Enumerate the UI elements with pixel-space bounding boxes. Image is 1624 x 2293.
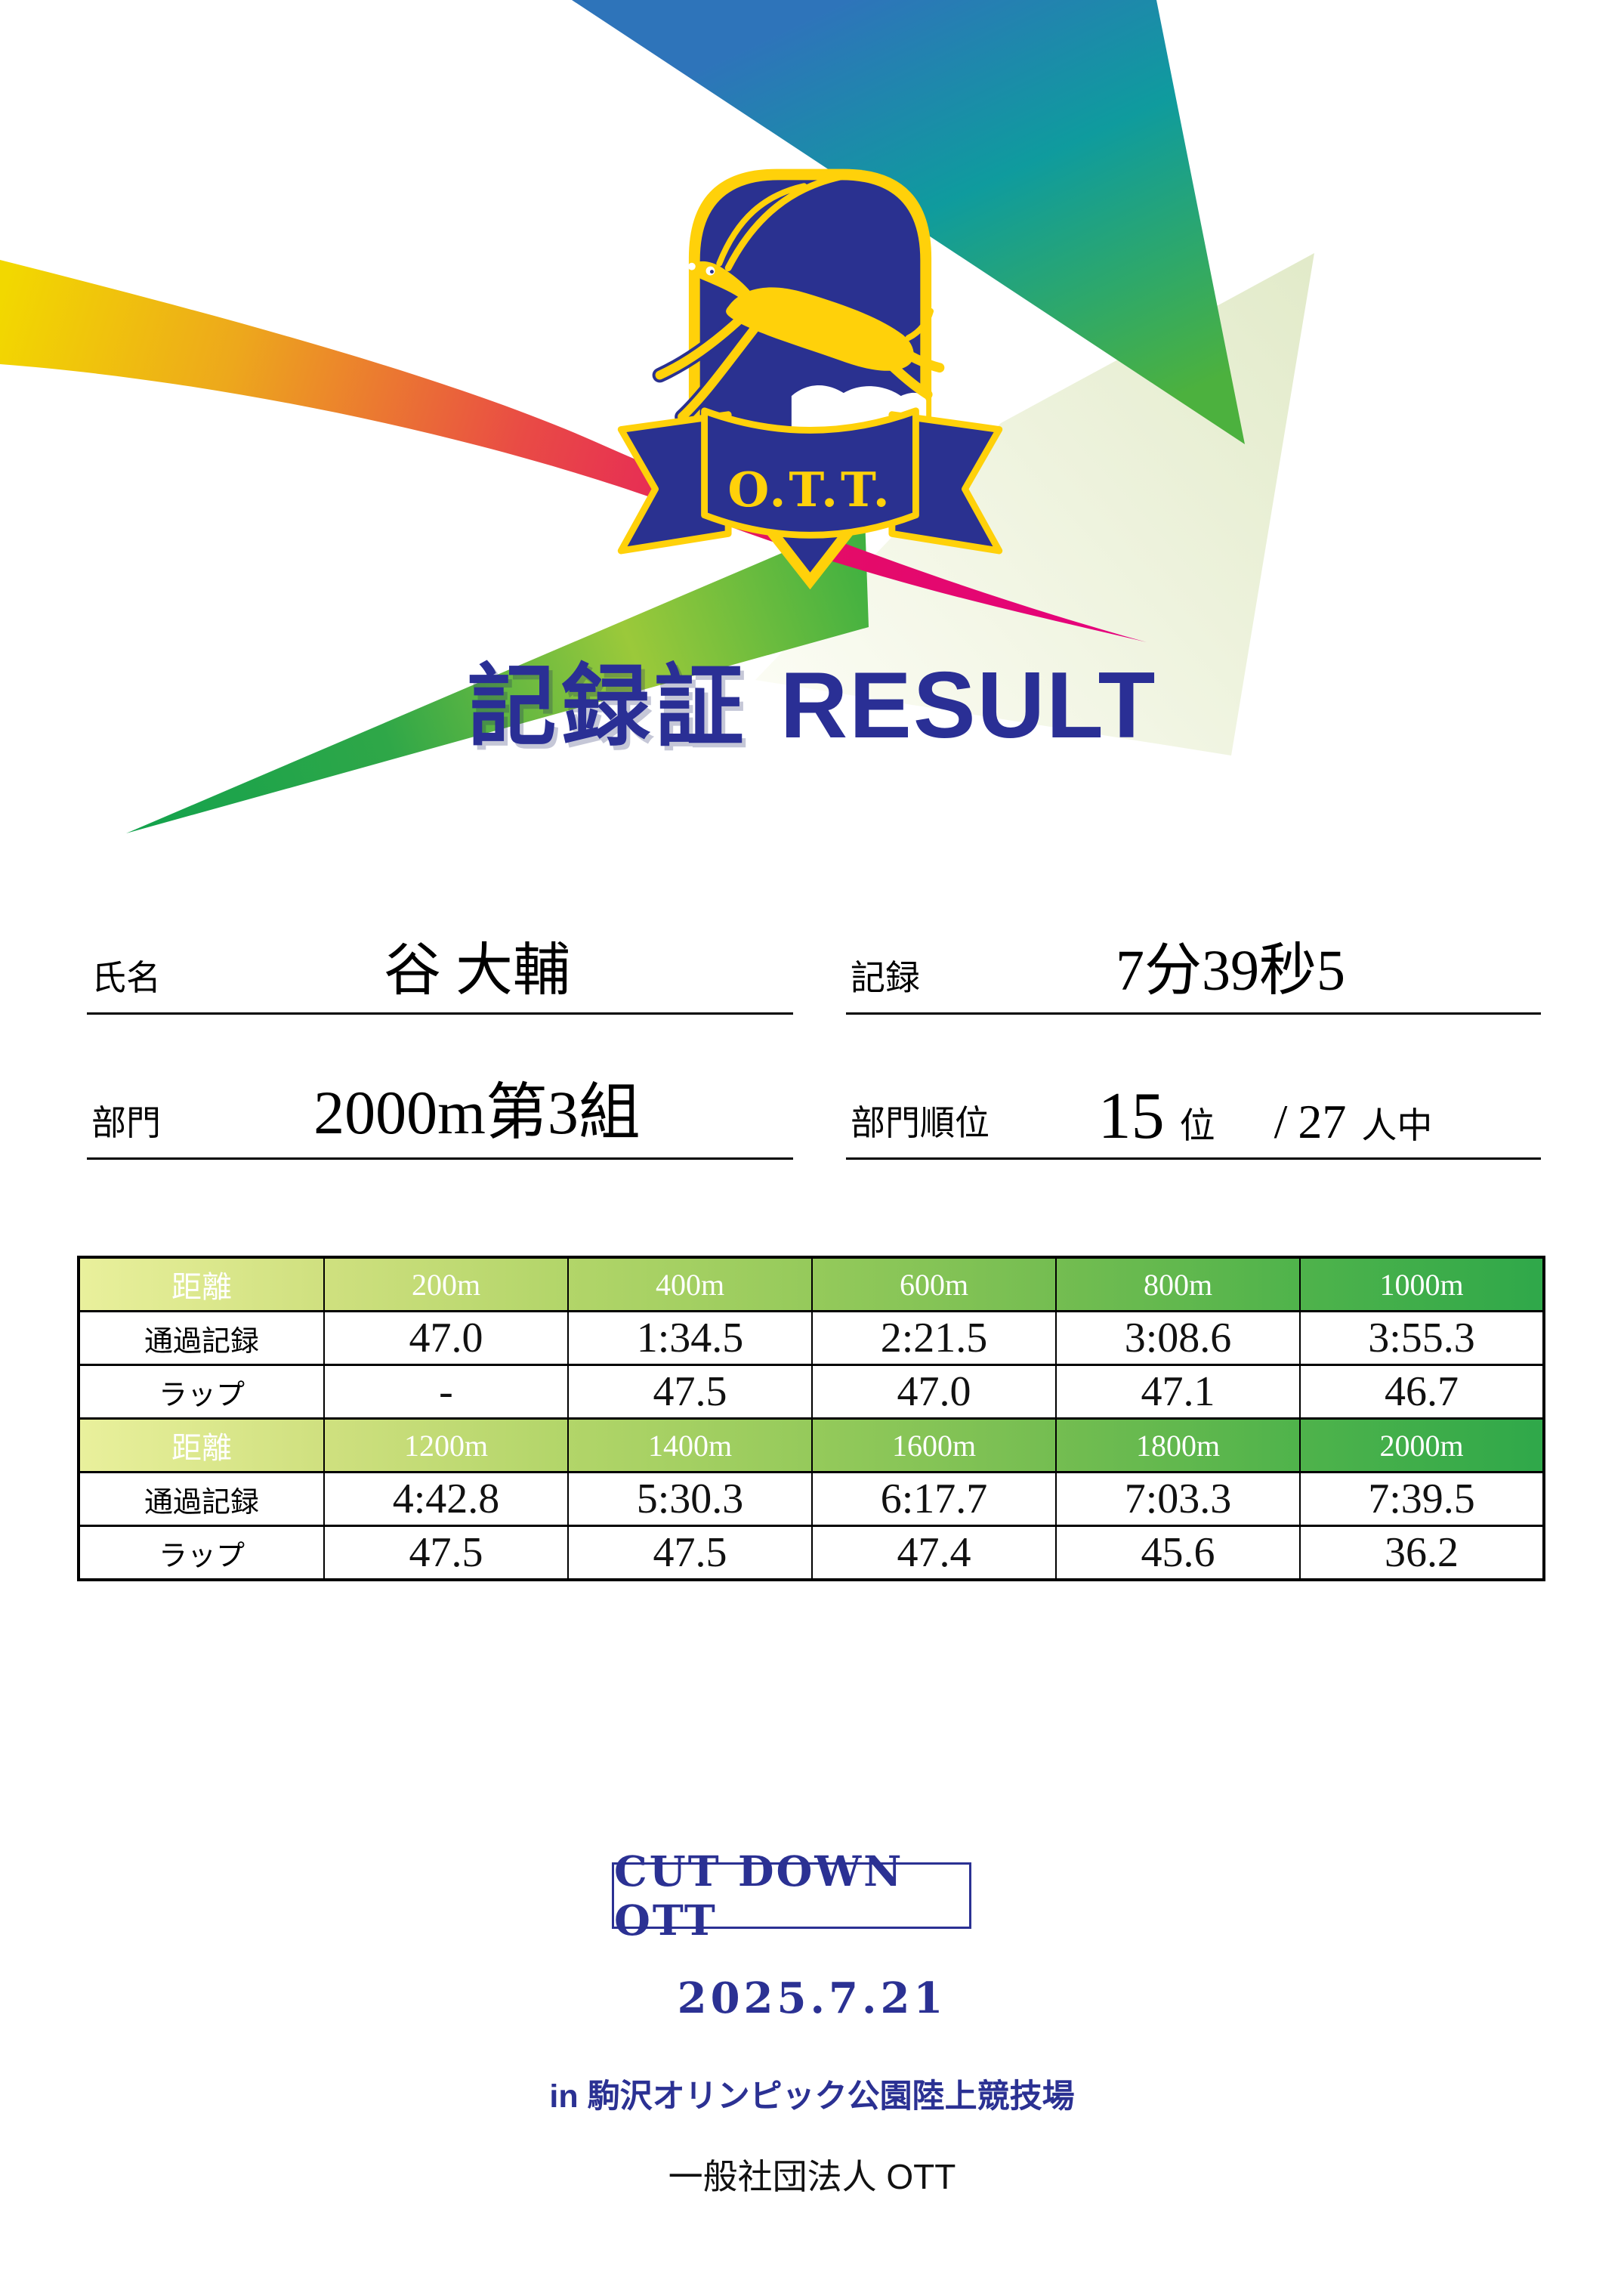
event-date: 2025.7.21 — [677, 1973, 947, 2023]
split-cell: 7:39.5 — [1299, 1471, 1545, 1527]
name-label: 氏名 — [91, 959, 161, 997]
split-times-table: 距離 200m 400m 600m 800m 1000m 通過記録 47.0 1… — [77, 1256, 1545, 1581]
split-row-label: 通過記録 — [78, 1471, 325, 1527]
split-row-label: 通過記録 — [78, 1310, 325, 1366]
banner-ribbon: O.T.T. — [617, 407, 1003, 555]
lap-cell: 45.6 — [1055, 1525, 1301, 1581]
distance-header-cell: 1200m — [323, 1417, 569, 1473]
split-cell: 3:08.6 — [1055, 1310, 1301, 1366]
rank-unit: 位 — [1179, 1107, 1215, 1146]
distance-header-cell: 200m — [323, 1256, 569, 1312]
lap-cell: 46.7 — [1299, 1364, 1545, 1420]
rank-value: 15 — [1098, 1080, 1165, 1153]
lap-cell: 47.5 — [323, 1525, 569, 1581]
event-badge-text: CUT DOWN OTT — [614, 1846, 904, 1945]
organizer: 一般社団法人 OTT — [668, 2157, 956, 2196]
split-cell: 2:21.5 — [811, 1310, 1057, 1366]
deco-rainbow-ribbon — [0, 260, 1147, 642]
name-field: 氏名 谷 大輔 — [87, 925, 793, 1015]
record-field: 記録 7分39秒5 — [846, 925, 1541, 1015]
rank-label: 部門順位 — [851, 1104, 990, 1142]
lap-cell: 47.0 — [811, 1364, 1057, 1420]
distance-header-cell: 400m — [567, 1256, 813, 1312]
title-japanese: 記録証 — [467, 654, 749, 759]
lap-row: ラップ - 47.5 47.0 47.1 46.7 — [78, 1364, 1545, 1420]
distance-header-cell: 1600m — [811, 1417, 1057, 1473]
split-row: 通過記録 4:42.8 5:30.3 6:17.7 7:03.3 7:39.5 — [78, 1471, 1545, 1527]
record-label: 記録 — [851, 959, 920, 997]
rank-field: 部門順位 15 位 / 27 人中 — [846, 1070, 1541, 1160]
split-cell: 3:55.3 — [1299, 1310, 1545, 1366]
distance-header-row: 距離 200m 400m 600m 800m 1000m — [78, 1256, 1545, 1312]
distance-row-label: 距離 — [78, 1417, 325, 1473]
lap-row-label: ラップ — [78, 1364, 325, 1420]
rank-slash: / — [1274, 1095, 1288, 1148]
ott-logo-emblem: O.T.T. — [617, 168, 1003, 590]
rank-total-unit: 人中 — [1361, 1107, 1433, 1146]
distance-header-row: 距離 1200m 1400m 1600m 1800m 2000m — [78, 1417, 1545, 1473]
lap-cell: 47.5 — [567, 1525, 813, 1581]
deco-green-blade — [126, 518, 869, 833]
distance-header-cell: 1400m — [567, 1417, 813, 1473]
record-value: 7分39秒5 — [1116, 939, 1345, 1003]
name-value: 谷 大輔 — [384, 939, 570, 1003]
lap-row: ラップ 47.5 47.5 47.4 45.6 36.2 — [78, 1525, 1545, 1581]
distance-row-label: 距離 — [78, 1256, 325, 1312]
event-venue: in 駒沢オリンピック公園陸上競技場 — [549, 2078, 1075, 2115]
rank-value-group: 15 位 / 27 人中 — [990, 1083, 1541, 1157]
rank-total: 27 — [1298, 1095, 1347, 1148]
split-cell: 4:42.8 — [323, 1471, 569, 1527]
lap-cell: 47.4 — [811, 1525, 1057, 1581]
split-cell: 47.0 — [323, 1310, 569, 1366]
lap-cell: 47.1 — [1055, 1364, 1301, 1420]
split-cell: 6:17.7 — [811, 1471, 1057, 1527]
lap-cell: 36.2 — [1299, 1525, 1545, 1581]
lap-row-label: ラップ — [78, 1525, 325, 1581]
distance-header-cell: 1800m — [1055, 1417, 1301, 1473]
lap-cell: - — [323, 1364, 569, 1420]
gazelle-icon — [652, 172, 945, 425]
distance-header-cell: 800m — [1055, 1256, 1301, 1312]
event-badge: CUT DOWN OTT — [612, 1846, 971, 1945]
title-english: RESULT — [780, 654, 1157, 758]
page-title: 記録証 RESULT — [0, 659, 1624, 752]
split-row: 通過記録 47.0 1:34.5 2:21.5 3:08.6 3:55.3 — [78, 1310, 1545, 1366]
distance-header-cell: 2000m — [1299, 1417, 1545, 1473]
distance-header-cell: 1000m — [1299, 1256, 1545, 1312]
division-label: 部門 — [91, 1104, 161, 1142]
division-value: 2000m第3組 — [313, 1078, 641, 1147]
distance-header-cell: 600m — [811, 1256, 1057, 1312]
lap-cell: 47.5 — [567, 1364, 813, 1420]
split-cell: 1:34.5 — [567, 1310, 813, 1366]
split-cell: 7:03.3 — [1055, 1471, 1301, 1527]
split-cell: 5:30.3 — [567, 1471, 813, 1527]
ott-initials: O.T.T. — [727, 462, 892, 518]
division-field: 部門 2000m第3組 — [87, 1070, 793, 1160]
